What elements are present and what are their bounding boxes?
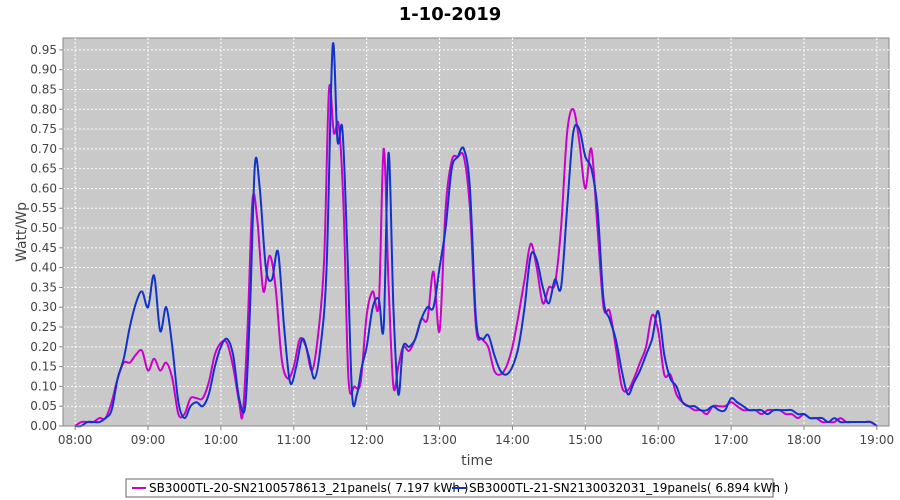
y-tick-label: 0.80 [30,102,57,116]
y-axis-label: Watt/Wp [14,202,30,262]
x-tick-label: 12:00 [349,433,384,447]
y-tick-label: 0.85 [30,82,57,96]
y-tick-label: 0.75 [30,122,57,136]
series-line-2 [75,42,878,428]
y-tick-label: 0.90 [30,63,57,77]
y-tick-label: 0.35 [30,280,57,294]
x-tick-label: 08:00 [58,433,93,447]
x-tick-label: 13:00 [422,433,457,447]
series-layer [74,42,878,428]
y-tick-label: 0.95 [30,43,57,57]
y-tick-label: 0.00 [30,419,57,433]
x-axis-label: time [461,453,493,469]
x-tick-label: 18:00 [787,433,822,447]
y-tick-label: 0.45 [30,241,57,255]
y-tick-label: 0.50 [30,221,57,235]
grid-lines [63,38,889,427]
y-tick-label: 0.25 [30,320,57,334]
legend: SB3000TL-20-SN2100578613_21panels( 7.197… [125,478,788,498]
y-tick-label: 0.65 [30,162,57,176]
y-tick-label: 0.20 [30,340,57,354]
x-tick-label: 11:00 [276,433,311,447]
y-tick-label: 0.15 [30,360,57,374]
y-tick-label: 0.55 [30,201,57,215]
y-tick-label: 0.40 [30,261,57,275]
y-tick-label: 0.05 [30,399,57,413]
y-tick-label: 0.60 [30,181,57,195]
legend-label-1: SB3000TL-20-SN2100578613_21panels( 7.197… [149,481,468,495]
x-tick-label: 14:00 [495,433,530,447]
y-tick-label: 0.70 [30,142,57,156]
x-tick-label: 15:00 [568,433,603,447]
x-axis-ticks: 08:00 09:00 10:00 11:00 12:00 13:00 14:00 15:00… [58,426,894,447]
y-tick-label: 0.30 [30,300,57,314]
x-tick-label: 19:00 [860,433,895,447]
y-axis-ticks: 0.00 0.05 0.10 0.15 0.20 0.25 0.30 0.35 0.40 0.45… [30,43,63,433]
plot-background [62,37,890,427]
y-tick-label: 0.10 [30,379,57,393]
x-tick-label: 09:00 [131,433,166,447]
series-line-1 [74,84,878,427]
x-tick-label: 10:00 [204,433,239,447]
legend-label-2: SB3000TL-21-SN2130032031_19panels( 6.894… [469,481,788,495]
legend-box [125,478,774,498]
chart-title: 1-10-2019 [399,4,502,25]
x-tick-label: 16:00 [641,433,676,447]
x-tick-label: 17:00 [714,433,749,447]
